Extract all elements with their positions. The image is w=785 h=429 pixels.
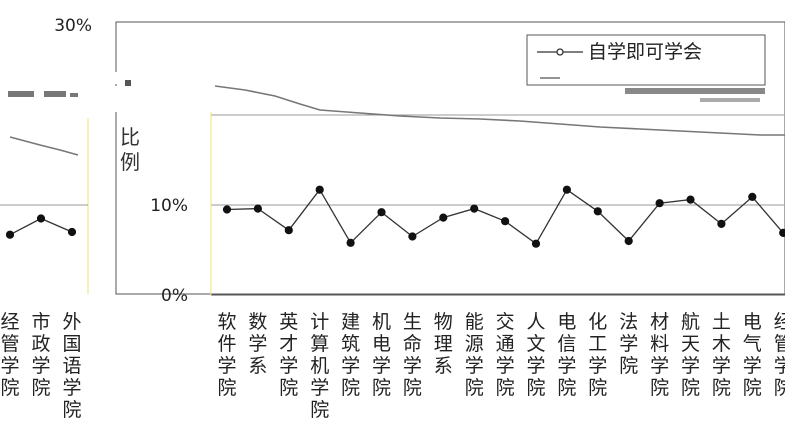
main-category-label-9: 交通学院: [496, 311, 515, 399]
main-point-14: [655, 199, 664, 208]
left-point-1: [36, 214, 46, 223]
left-point-2: [67, 227, 77, 237]
main-point-7: [439, 213, 448, 222]
main-category-label-17: 电气学院: [743, 311, 762, 399]
main-category-label-5: 机电学院: [372, 311, 391, 399]
main-point-13: [624, 236, 633, 246]
legend-box: [526, 34, 766, 86]
left-point-0: [5, 230, 15, 239]
legend-label-1: 自学即可学会: [588, 41, 702, 63]
main-category-label-18: 经管学院: [774, 311, 785, 399]
main-category-label-4: 建筑学院: [341, 311, 360, 399]
y-label-char-1: 比: [120, 125, 140, 149]
y-axis-label: 比 例: [120, 125, 140, 174]
y-tick-10: 10%: [150, 196, 188, 216]
main-point-4: [346, 238, 355, 247]
main-point-6: [408, 232, 417, 241]
main-category-label-11: 电信学院: [557, 311, 576, 399]
main-point-11: [562, 185, 572, 194]
y-ticks: 30% 10% 0%: [54, 16, 188, 306]
legend-swatch-marker-1: [556, 48, 564, 56]
header-artifact-left: [8, 91, 78, 97]
main-point-8: [470, 204, 479, 213]
legend: 自学即可学会: [526, 34, 766, 86]
main-category-label-8: 能源学院: [465, 311, 484, 399]
render-artifact-band-top: [0, 72, 120, 84]
main-category-label-16: 土木学院: [712, 311, 731, 399]
main-category-label-3: 计算机学院: [310, 311, 329, 421]
left-panel-points: [5, 214, 77, 239]
header-artifact-right: [625, 88, 765, 102]
main-category-label-13: 法学院: [619, 311, 638, 377]
main-point-10: [531, 239, 541, 248]
main-category-label-15: 航天学院: [681, 311, 700, 399]
main-category-label-7: 物理系: [434, 311, 453, 377]
main-point-3: [315, 185, 324, 194]
y-tick-30: 30%: [54, 16, 92, 36]
upper-series-line: [214, 85, 785, 136]
left-category-label-2: 外国语学院: [62, 311, 81, 421]
x-category-labels: 软件学院数学系英才学院计算机学院建筑学院机电学院生命学院物理系能源学院交通学院人…: [217, 311, 785, 421]
main-point-1: [253, 204, 262, 213]
main-point-9: [501, 217, 510, 226]
y-label-char-2: 例: [120, 150, 140, 174]
main-category-label-14: 材料学院: [650, 311, 669, 399]
main-category-label-0: 软件学院: [217, 311, 236, 399]
left-category-label-1: 市政学院: [31, 311, 50, 399]
y-tick-0: 0%: [161, 286, 188, 306]
main-point-2: [284, 226, 293, 235]
main-point-16: [717, 219, 726, 228]
main-category-label-2: 英才学院: [279, 311, 298, 399]
main-point-15: [686, 195, 695, 204]
main-point-12: [593, 207, 602, 216]
main-category-label-6: 生命学院: [403, 311, 422, 399]
left-category-label-0: 经管学院: [0, 311, 19, 399]
main-series-points: [222, 185, 785, 248]
render-artifact-band: [88, 86, 215, 112]
main-category-label-10: 人文学院: [526, 311, 545, 399]
main-category-label-12: 化工学院: [588, 311, 607, 399]
main-point-17: [748, 192, 757, 201]
main-point-18: [779, 228, 785, 237]
main-category-label-1: 数学系: [248, 311, 267, 377]
main-point-0: [222, 205, 232, 214]
main-point-5: [377, 208, 386, 217]
left-panel-upper-trend: [9, 136, 79, 156]
